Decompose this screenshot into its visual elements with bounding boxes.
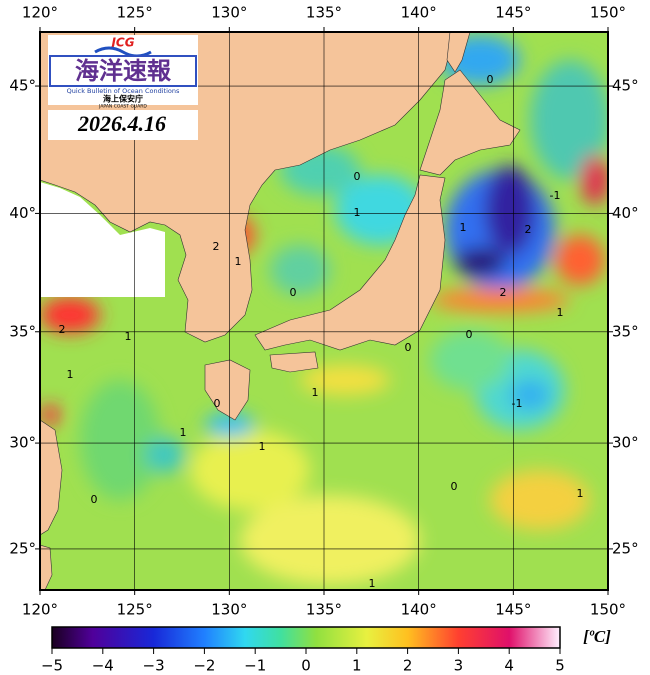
lat-label: 45°	[612, 77, 639, 95]
contour-label: 2	[500, 286, 507, 299]
lon-label: 140°	[401, 601, 437, 619]
lat-label: 40°	[612, 204, 639, 222]
contour-label: 0	[451, 480, 458, 493]
contour-label: 1	[557, 306, 564, 319]
contour-labels: 0 0 1 1 2 2 1 0 2 1 0 2 1 1 0 1 -1 1 1 0…	[59, 73, 584, 590]
logo-subtitle: Quick Bulletin of Ocean Conditions	[67, 87, 180, 95]
lat-label: 45°	[9, 77, 36, 95]
contour-label: 1	[369, 577, 376, 590]
lon-label: 125°	[117, 4, 153, 22]
lat-label: 40°	[9, 204, 36, 222]
contour-label: 1	[354, 206, 361, 219]
contour-label: 0	[405, 341, 412, 354]
lat-label: 30°	[612, 434, 639, 452]
map-field: 0 0 1 1 2 2 1 0 2 1 0 2 1 1 0 1 -1 1 1 0…	[40, 32, 608, 590]
contour-label: 0	[487, 73, 494, 86]
logo-frame	[49, 55, 197, 87]
colorbar-tick-label: 3	[454, 657, 464, 675]
lon-label: 130°	[211, 601, 247, 619]
lon-label: 125°	[117, 601, 153, 619]
date: 2026.4.16	[77, 111, 166, 136]
lon-label: 145°	[495, 601, 531, 619]
lon-label: 120°	[22, 4, 58, 22]
colorbar-tick-label: −4	[92, 657, 114, 675]
contour-label: 0	[290, 286, 297, 299]
contour-label: 1	[235, 255, 242, 268]
contour-label: 1	[259, 440, 266, 453]
lon-label: 145°	[495, 4, 531, 22]
logo: JCG 海洋速報 Quick Bulletin of Ocean Conditi…	[48, 35, 198, 140]
anomaly-field	[40, 35, 608, 585]
lat-label: 25°	[9, 539, 36, 557]
colorbar-tick-label: 0	[301, 657, 311, 675]
contour-label: 0	[91, 493, 98, 506]
date-box	[48, 110, 198, 140]
lon-label: 150°	[590, 601, 626, 619]
lon-label: 135°	[306, 4, 342, 22]
lon-label: 140°	[401, 4, 437, 22]
contour-label: 0	[354, 170, 361, 183]
lon-label: 130°	[211, 4, 247, 22]
contour-label: 0	[466, 328, 473, 341]
contour-label: 1	[312, 386, 319, 399]
colorbar-tick-label: −5	[41, 657, 63, 675]
logo-title: 海洋速報	[75, 57, 172, 85]
contour-label: 1	[180, 426, 187, 439]
logo-badge: JCG	[109, 36, 134, 50]
no-data-area	[40, 182, 165, 297]
logo-agency-en: JAPAN COAST GUARD	[98, 104, 147, 110]
contour-label: 1	[125, 330, 132, 343]
contour-label: -1	[550, 189, 561, 202]
colorbar-tick-label: 2	[403, 657, 413, 675]
contour-label: 2	[525, 223, 532, 236]
colorbar-tick-label: −3	[143, 657, 165, 675]
colorbar-tick-label: −1	[244, 657, 266, 675]
lon-label: 150°	[590, 4, 626, 22]
lat-label: 35°	[612, 322, 639, 340]
logo-agency: 海上保安庁	[103, 94, 143, 104]
colorbar-ticks: −5 −4 −3 −2 −1 0 1 2 3 4 5	[41, 648, 565, 675]
contour-label: 2	[213, 240, 220, 253]
lon-label: 135°	[306, 601, 342, 619]
colorbar-tick-label: −2	[193, 657, 215, 675]
contour-label: 2	[59, 323, 66, 336]
contour-label: 1	[460, 221, 467, 234]
colorbar	[51, 626, 561, 649]
lon-label: 120°	[22, 601, 58, 619]
colorbar-tick-label: 1	[352, 657, 362, 675]
contour-label: 0	[214, 397, 221, 410]
colorbar-tick-label: 4	[504, 657, 514, 675]
lat-label: 35°	[9, 322, 36, 340]
colorbar-tick-label: 5	[555, 657, 565, 675]
land	[40, 32, 521, 590]
contour-label: 1	[577, 487, 584, 500]
contour-label: 1	[67, 368, 74, 381]
lat-label: 25°	[612, 539, 639, 557]
contour-label: -1	[512, 397, 523, 410]
lat-label: 30°	[9, 434, 36, 452]
colorbar-unit: [ºC]	[583, 627, 611, 646]
